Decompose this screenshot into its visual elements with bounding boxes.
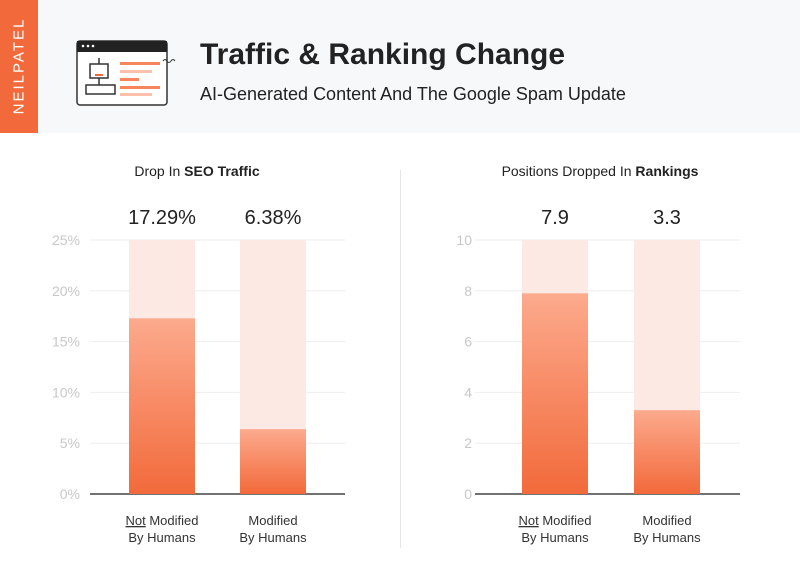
y-tick-label: 0 (464, 486, 472, 502)
y-tick-label: 20% (52, 283, 80, 299)
category-label: Not Modified (126, 513, 199, 528)
y-tick-label: 5% (60, 435, 80, 451)
y-tick-label: 0% (60, 486, 80, 502)
brand-strip: NEILPATEL (0, 0, 38, 133)
y-tick-label: 10% (52, 384, 80, 400)
category-label: Modified (248, 513, 297, 528)
category-label-line2: By Humans (128, 530, 196, 545)
bar (240, 429, 306, 494)
data-label: 17.29% (128, 207, 196, 229)
divider (400, 170, 401, 548)
y-tick-label: 8 (464, 283, 472, 299)
y-tick-label: 4 (464, 384, 472, 400)
category-label-line2: By Humans (633, 530, 701, 545)
chart-title: Positions Dropped In Rankings (502, 163, 699, 179)
y-tick-label: 15% (52, 334, 80, 350)
bar (634, 410, 700, 494)
data-label: 7.9 (541, 207, 569, 229)
y-tick-label: 25% (52, 232, 80, 248)
page-title: Traffic & Ranking Change (200, 38, 566, 71)
y-tick-label: 10 (456, 232, 472, 248)
bar (522, 293, 588, 494)
category-label-line2: By Humans (239, 530, 307, 545)
data-label: 3.3 (653, 207, 681, 229)
page-subtitle: AI-Generated Content And The Google Spam… (200, 84, 626, 104)
y-tick-label: 6 (464, 334, 472, 350)
category-label-line2: By Humans (521, 530, 589, 545)
category-label: Not Modified (519, 513, 592, 528)
bar (129, 318, 195, 494)
y-tick-label: 2 (464, 435, 472, 451)
data-label: 6.38% (245, 207, 302, 229)
category-label: Modified (642, 513, 691, 528)
robot-browser-icon (76, 40, 176, 106)
header: NEILPATEL Traffic & Ranking Change AI-Ge… (0, 0, 800, 133)
chart-title: Drop In SEO Traffic (134, 163, 259, 179)
